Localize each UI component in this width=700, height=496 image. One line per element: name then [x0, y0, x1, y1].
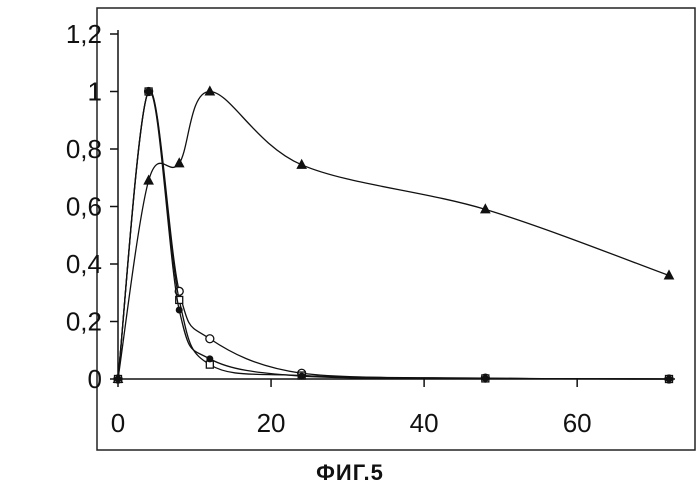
data-point-dot: [482, 375, 488, 381]
plot-frame: [97, 8, 695, 450]
y-tick-label: 1: [88, 77, 102, 107]
data-point-dot: [666, 376, 672, 382]
x-tick-label: 60: [563, 408, 592, 438]
series-line: [118, 91, 669, 379]
x-tick-label: 0: [111, 408, 125, 438]
axes: 0 0,2 0,4 0,6 0,8 1 1,2 0 20 40 60: [66, 19, 675, 438]
data-point-triangle: [175, 158, 184, 167]
data-point-triangle: [205, 87, 214, 96]
y-tick-label: 0: [88, 364, 102, 394]
data-point-dot: [207, 356, 213, 362]
figure-caption: ФИГ.5: [316, 460, 384, 485]
series-1-circle-open: [114, 88, 673, 384]
data-point-dot: [146, 89, 152, 95]
y-tick-label: 0,4: [66, 249, 102, 279]
data-point-circle: [206, 335, 214, 343]
y-tick-label: 0,6: [66, 192, 102, 222]
series-line: [118, 91, 669, 379]
series-3-circle-filled: [115, 89, 672, 383]
data-point-dot: [176, 307, 182, 313]
series-line: [118, 91, 669, 379]
series-0-triangle-filled: [114, 87, 674, 383]
series-group: [114, 87, 674, 384]
x-tick-label: 20: [257, 408, 286, 438]
y-tick-label: 1,2: [66, 19, 102, 49]
data-point-triangle: [144, 176, 153, 185]
y-tick-label: 0,2: [66, 307, 102, 337]
series-2-square-open: [115, 88, 673, 383]
y-tick-label: 0,8: [66, 134, 102, 164]
x-tick-label: 40: [410, 408, 439, 438]
data-point-dot: [299, 373, 305, 379]
data-point-dot: [115, 376, 121, 382]
series-line: [118, 91, 669, 379]
